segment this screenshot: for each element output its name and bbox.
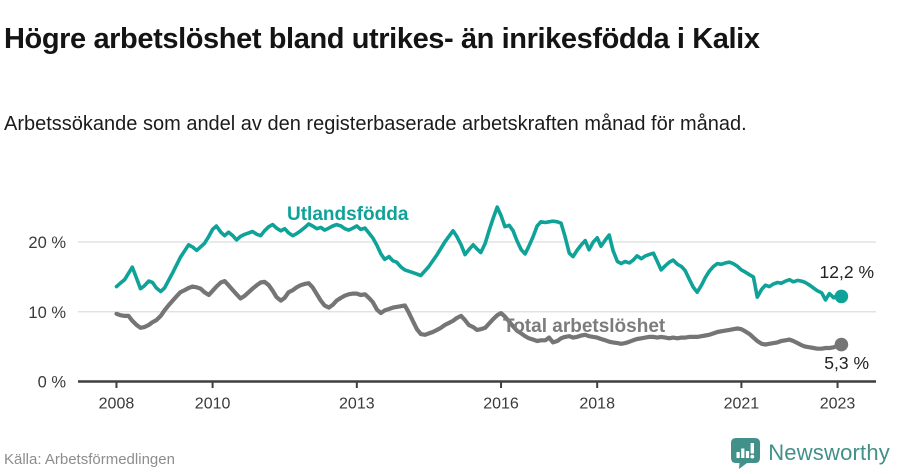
newsworthy-brand-text: Newsworthy	[768, 440, 890, 465]
series-end-dot	[834, 337, 849, 352]
source-note: Källa: Arbetsförmedlingen	[4, 451, 175, 468]
series-end-value-label: 5,3 %	[824, 353, 869, 373]
y-axis-tick-label: 20 %	[28, 234, 66, 252]
page-subtitle: Arbetssökande som andel av den registerb…	[4, 113, 747, 135]
x-axis-tick-label: 2018	[579, 396, 615, 413]
series-end-value-label: 12,2 %	[820, 262, 874, 282]
series-end-dot	[834, 289, 849, 304]
x-axis-tick-label: 2016	[483, 396, 519, 413]
series-label: Utlandsfödda	[287, 204, 409, 225]
x-axis-tick-label: 2013	[339, 396, 375, 413]
x-axis-tick-label: 2021	[724, 396, 760, 413]
x-axis-tick-label: 2023	[820, 396, 856, 413]
series-line-total	[114, 279, 844, 351]
x-axis-tick-label: 2010	[195, 396, 231, 413]
newsworthy-brand: Newsworthy	[730, 437, 890, 469]
page-title: Högre arbetslöshet bland utrikes- än inr…	[4, 23, 760, 56]
y-axis-tick-label: 0 %	[38, 374, 67, 392]
series-label: Total arbetslöshet	[503, 316, 666, 337]
newsworthy-logo-icon	[731, 438, 761, 469]
series-line-utlandsfodda	[114, 205, 844, 302]
y-axis-tick-label: 10 %	[28, 304, 66, 322]
x-axis-tick-label: 2008	[99, 396, 135, 413]
